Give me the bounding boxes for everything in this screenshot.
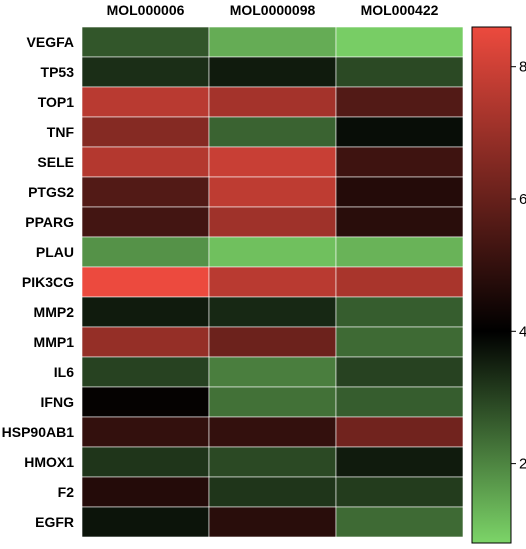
row-label-top1: TOP1 — [38, 94, 75, 110]
row-label-f2: F2 — [58, 484, 75, 500]
heatmap-cell-plau-mol000422 — [335, 236, 464, 268]
row-label-sele: SELE — [37, 154, 74, 170]
heatmap-cell-hmox1-mol000422 — [335, 446, 464, 478]
heatmap-cell-tp53-mol000422 — [335, 56, 464, 88]
column-label-mol000422: MOL000422 — [361, 2, 439, 18]
heatmap-cell-ifng-mol000006 — [81, 386, 210, 418]
row-label-mmp1: MMP1 — [34, 334, 75, 350]
heatmap-cell-hsp90ab1-mol000422 — [335, 416, 464, 448]
heatmap-cell-mmp2-mol000006 — [81, 296, 210, 328]
heatmap-cell-il6-mol000006 — [81, 356, 210, 388]
heatmap-cell-ptgs2-mol000422 — [335, 176, 464, 208]
heatmap-cell-pik3cg-mol000006 — [81, 266, 210, 298]
heatmap-cell-mmp2-mol000422 — [335, 296, 464, 328]
row-label-pik3cg: PIK3CG — [22, 274, 74, 290]
heatmap-cell-mmp1-mol000422 — [335, 326, 464, 358]
heatmap-cell-egfr-mol0000098 — [208, 506, 337, 538]
heatmap-cell-ifng-mol0000098 — [208, 386, 337, 418]
heatmap-cell-tp53-mol0000098 — [208, 56, 337, 88]
heatmap-cell-top1-mol0000098 — [208, 86, 337, 118]
row-label-vegfa: VEGFA — [27, 34, 74, 50]
heatmap-cell-vegfa-mol0000098 — [208, 26, 337, 58]
column-labels: MOL000006 MOL0000098 MOL000422 — [107, 2, 439, 18]
row-label-ptgs2: PTGS2 — [28, 184, 74, 200]
heatmap-cell-tnf-mol000422 — [335, 116, 464, 148]
heatmap-cell-pik3cg-mol000422 — [335, 266, 464, 298]
row-label-hsp90ab1: HSP90AB1 — [2, 424, 75, 440]
row-label-hmox1: HMOX1 — [24, 454, 74, 470]
row-label-mmp2: MMP2 — [34, 304, 75, 320]
heatmap-cell-pik3cg-mol0000098 — [208, 266, 337, 298]
heatmap-cell-ifng-mol000422 — [335, 386, 464, 418]
row-label-egfr: EGFR — [35, 514, 74, 530]
heatmap-cell-f2-mol000006 — [81, 476, 210, 508]
row-label-tnf: TNF — [47, 124, 75, 140]
row-label-il6: IL6 — [54, 364, 74, 380]
heatmap-cell-hmox1-mol000006 — [81, 446, 210, 478]
heatmap-cell-vegfa-mol000006 — [81, 26, 210, 58]
row-labels: VEGFA TP53 TOP1 TNF SELE PTGS2 PPARG PLAU PIK3CG… — [2, 34, 75, 530]
heatmap-cell-sele-mol0000098 — [208, 146, 337, 178]
heatmap-cell-hmox1-mol0000098 — [208, 446, 337, 478]
column-label-mol0000098: MOL0000098 — [230, 2, 316, 18]
heatmap-cell-ptgs2-mol000006 — [81, 176, 210, 208]
heatmap-cell-egfr-mol000006 — [81, 506, 210, 538]
heatmap-cell-top1-mol000422 — [335, 86, 464, 118]
colorbar-tick-label-6: 6 — [519, 191, 526, 208]
heatmap-cell-pparg-mol000006 — [81, 206, 210, 238]
heatmap-cell-hsp90ab1-mol000006 — [81, 416, 210, 448]
heatmap-cell-egfr-mol000422 — [335, 506, 464, 538]
heatmap-cell-top1-mol000006 — [81, 86, 210, 118]
row-label-pparg: PPARG — [25, 214, 74, 230]
heatmap-cell-ptgs2-mol0000098 — [208, 176, 337, 208]
heatmap-cell-pparg-mol0000098 — [208, 206, 337, 238]
colorbar-tick-label-4: 4 — [519, 323, 526, 340]
heatmap-cell-sele-mol000422 — [335, 146, 464, 178]
heatmap-cell-tp53-mol000006 — [81, 56, 210, 88]
row-label-plau: PLAU — [36, 244, 74, 260]
heatmap-cell-hsp90ab1-mol0000098 — [208, 416, 337, 448]
heatmap-cells — [81, 26, 464, 538]
colorbar-tick-label-8: 8 — [519, 59, 526, 76]
heatmap-cell-il6-mol000422 — [335, 356, 464, 388]
colorbar: 2 4 6 8 — [471, 26, 526, 544]
heatmap-cell-mmp1-mol0000098 — [208, 326, 337, 358]
heatmap-cell-tnf-mol0000098 — [208, 116, 337, 148]
heatmap-cell-pparg-mol000422 — [335, 206, 464, 238]
heatmap-cell-f2-mol000422 — [335, 476, 464, 508]
heatmap-cell-sele-mol000006 — [81, 146, 210, 178]
heatmap-cell-vegfa-mol000422 — [335, 26, 464, 58]
heatmap-cell-il6-mol0000098 — [208, 356, 337, 388]
heatmap-cell-f2-mol0000098 — [208, 476, 337, 508]
heatmap-cell-mmp1-mol000006 — [81, 326, 210, 358]
column-label-mol000006: MOL000006 — [107, 2, 185, 18]
heatmap-cell-mmp2-mol0000098 — [208, 296, 337, 328]
heatmap-cell-tnf-mol000006 — [81, 116, 210, 148]
colorbar-tick-label-2: 2 — [519, 456, 526, 473]
row-label-ifng: IFNG — [41, 394, 75, 410]
colorbar-gradient — [471, 26, 512, 544]
heatmap-cell-plau-mol0000098 — [208, 236, 337, 268]
row-label-tp53: TP53 — [41, 64, 75, 80]
heatmap-cell-plau-mol000006 — [81, 236, 210, 268]
